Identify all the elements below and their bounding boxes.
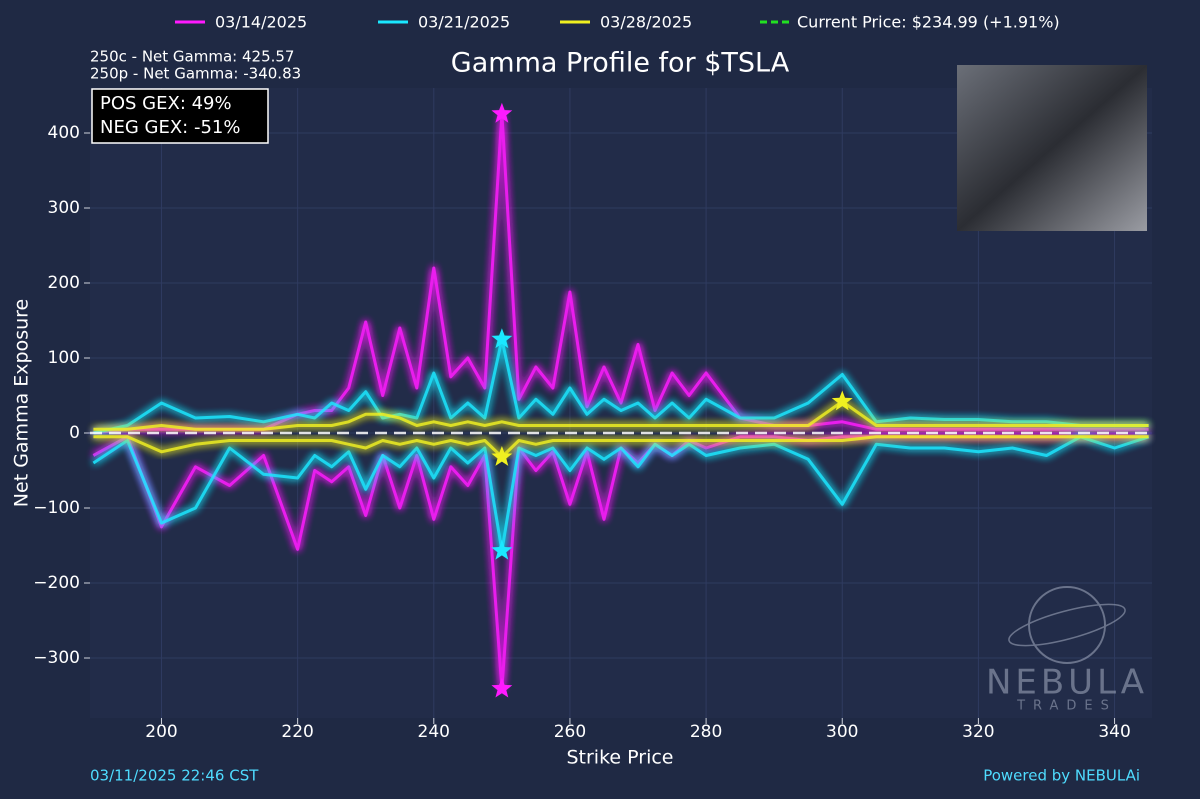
x-tick-label: 300 xyxy=(826,722,858,742)
x-axis-label: Strike Price xyxy=(566,747,673,769)
y-tick-label: 400 xyxy=(48,123,80,143)
gex-text: POS GEX: 49% xyxy=(100,93,232,114)
logo-planet xyxy=(1028,586,1106,664)
star-marker xyxy=(491,102,513,123)
photo xyxy=(957,65,1147,231)
star-marker xyxy=(831,390,853,411)
timestamp: 03/11/2025 22:46 CST xyxy=(90,767,259,785)
star-marker xyxy=(491,677,513,698)
chart-title: Gamma Profile for $TSLA xyxy=(451,48,790,79)
x-tick-label: 240 xyxy=(418,722,450,742)
gex-box xyxy=(91,88,269,144)
y-tick-label: 200 xyxy=(48,273,80,293)
legend-label: 03/28/2025 xyxy=(600,13,692,32)
star-marker xyxy=(491,446,513,466)
series-line xyxy=(93,400,1149,431)
y-tick-label: −100 xyxy=(33,498,80,518)
logo-ring xyxy=(1008,603,1126,647)
watermark-title: NEBULA xyxy=(986,663,1148,703)
y-tick-label: −300 xyxy=(33,648,80,668)
star-marker xyxy=(491,328,513,349)
watermark-subtitle: TRADES xyxy=(1016,699,1117,714)
series-line xyxy=(93,435,1149,459)
overlay xyxy=(90,88,1152,718)
legend-label: 03/21/2025 xyxy=(418,13,510,32)
series-line xyxy=(93,337,1149,435)
x-tick-label: 220 xyxy=(281,722,313,742)
lines xyxy=(92,112,1150,691)
x-tick-label: 280 xyxy=(690,722,722,742)
x-tick-label: 200 xyxy=(145,722,177,742)
star-marker xyxy=(491,539,513,560)
annotation: 250c - Net Gamma: 425.57 xyxy=(90,48,294,66)
y-tick-label: −200 xyxy=(33,573,80,593)
legend: 03/14/2025 03/21/2025 03/28/2025 Current Pr… xyxy=(175,13,1060,32)
x-tick-label: 340 xyxy=(1098,722,1130,742)
gex-text: NEG GEX: -51% xyxy=(100,117,240,138)
y-tick-label: 300 xyxy=(48,198,80,218)
y-tick-label: 0 xyxy=(69,423,80,443)
x-tick-label: 320 xyxy=(962,722,994,742)
legend-label: 03/14/2025 xyxy=(215,13,307,32)
watermark: NEBULA TRADES xyxy=(986,586,1148,714)
series-line xyxy=(92,435,1150,553)
grid: 200 220 240 260 280 300 320 340 −300 −200 −100 0 100… xyxy=(33,88,1152,742)
legend-label: Current Price: $234.99 (+1.91%) xyxy=(797,13,1060,32)
series-line xyxy=(93,112,1149,435)
y-tick-label: 100 xyxy=(48,348,80,368)
x-tick-label: 260 xyxy=(554,722,586,742)
annotation: 250p - Net Gamma: -340.83 xyxy=(90,65,301,83)
y-axis-label: Net Gamma Exposure xyxy=(11,299,33,507)
credit: Powered by NEBULAi xyxy=(983,767,1140,785)
